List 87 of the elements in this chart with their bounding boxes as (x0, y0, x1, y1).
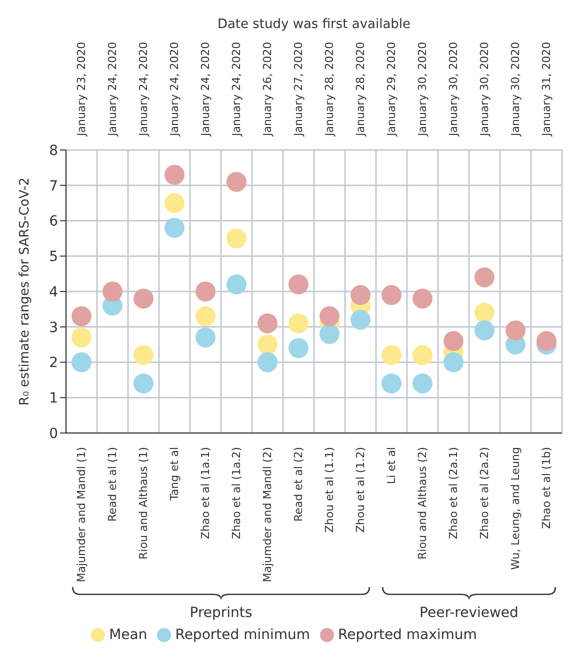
y-tick-label: 1 (49, 390, 58, 407)
x-tick-label: Read et al (1) (106, 447, 119, 522)
text: January 30, 2020 (416, 42, 429, 137)
point (102, 282, 122, 302)
text: Peer-reviewed (420, 605, 518, 621)
point (134, 345, 154, 366)
point (134, 373, 154, 394)
point (412, 288, 432, 309)
point (226, 228, 246, 248)
y-tick-label: 4 (49, 284, 58, 300)
x-tick-label: Riou and Althaus (2) (416, 447, 429, 560)
text: January 26, 2020 (261, 42, 274, 137)
point (226, 172, 246, 192)
point (382, 345, 402, 366)
x-tick-label: Li et al (385, 447, 398, 484)
point (196, 306, 216, 326)
point (196, 327, 216, 348)
x-tick-label: Majumder and Mandl (2) (261, 447, 274, 582)
text: January 23, 2020 (75, 42, 88, 137)
x-tick-label: Tang et al (168, 447, 181, 502)
text: January 31, 2020 (540, 42, 553, 137)
x-tick-label: Zhao et al (2a.2) (478, 447, 491, 540)
point (288, 338, 308, 358)
point (226, 274, 246, 294)
point (288, 313, 308, 334)
x-tick-label: Zhao et al (1b) (540, 447, 553, 529)
point (164, 193, 184, 214)
point (474, 320, 494, 340)
point (258, 352, 278, 372)
point (258, 313, 278, 334)
point (382, 285, 402, 306)
x-tick-label: Zhou et al (1.2) (354, 447, 367, 533)
point (536, 331, 556, 352)
x2-axis-title: Date study was first available (217, 17, 411, 32)
point (320, 324, 340, 344)
legend-label: Reported minimum (175, 627, 310, 643)
point (72, 327, 92, 348)
legend-label: Mean (109, 627, 148, 643)
text: January 24, 2020 (230, 42, 243, 137)
y-tick-label: 7 (49, 178, 58, 194)
point (134, 288, 154, 309)
x-tick-label: Read et al (2) (292, 447, 305, 522)
text: January 30, 2020 (478, 42, 491, 137)
x-tick-label: Zhao et al (1a.2) (230, 447, 243, 540)
point (412, 373, 432, 394)
text: January 24, 2020 (168, 42, 181, 137)
x-tick-label: Zhao et al (1a.1) (199, 447, 212, 540)
point (72, 352, 92, 372)
point (412, 345, 432, 366)
point (382, 373, 402, 394)
point (444, 352, 464, 372)
y-tick-label: 2 (49, 355, 58, 372)
point (506, 320, 526, 340)
text: January 24, 2020 (199, 42, 212, 137)
x-tick-label: Riou and Althaus (1) (137, 447, 150, 560)
point (350, 285, 370, 306)
y-tick-label: 6 (49, 214, 58, 230)
point (258, 334, 278, 355)
x-tick-label: Majumder and Mandl (1) (75, 447, 88, 582)
point (164, 164, 184, 185)
point (350, 310, 370, 330)
point (288, 274, 308, 294)
point (320, 306, 340, 326)
legend-label: Reported maximum (338, 627, 477, 643)
text: January 24, 2020 (137, 42, 150, 137)
x-tick-label: Zhao et al (2a.1) (447, 447, 460, 540)
x-tick-label: Wu, Leung, and Leung (509, 447, 522, 570)
y-tick-label: 0 (49, 426, 58, 442)
text: January 28, 2020 (323, 42, 336, 137)
point (474, 267, 494, 288)
text: January 30, 2020 (447, 42, 460, 137)
point (444, 331, 464, 352)
text: Preprints (190, 605, 252, 621)
y-axis-title: R₀ estimate ranges for SARS-CoV-2 (18, 178, 33, 406)
x-tick-label: Zhou et al (1.1) (323, 447, 336, 533)
y-tick-label: 3 (49, 320, 58, 336)
y-tick-label: 5 (49, 249, 58, 266)
text: January 30, 2020 (509, 42, 522, 137)
point (474, 302, 494, 323)
point (164, 218, 184, 238)
text: January 27, 2020 (292, 42, 305, 137)
point (196, 282, 216, 302)
text: January 28, 2020 (354, 42, 367, 137)
y-tick-label: 8 (49, 142, 58, 159)
point (72, 306, 92, 326)
text: January 29, 2020 (385, 42, 398, 137)
text: January 24, 2020 (106, 42, 119, 137)
